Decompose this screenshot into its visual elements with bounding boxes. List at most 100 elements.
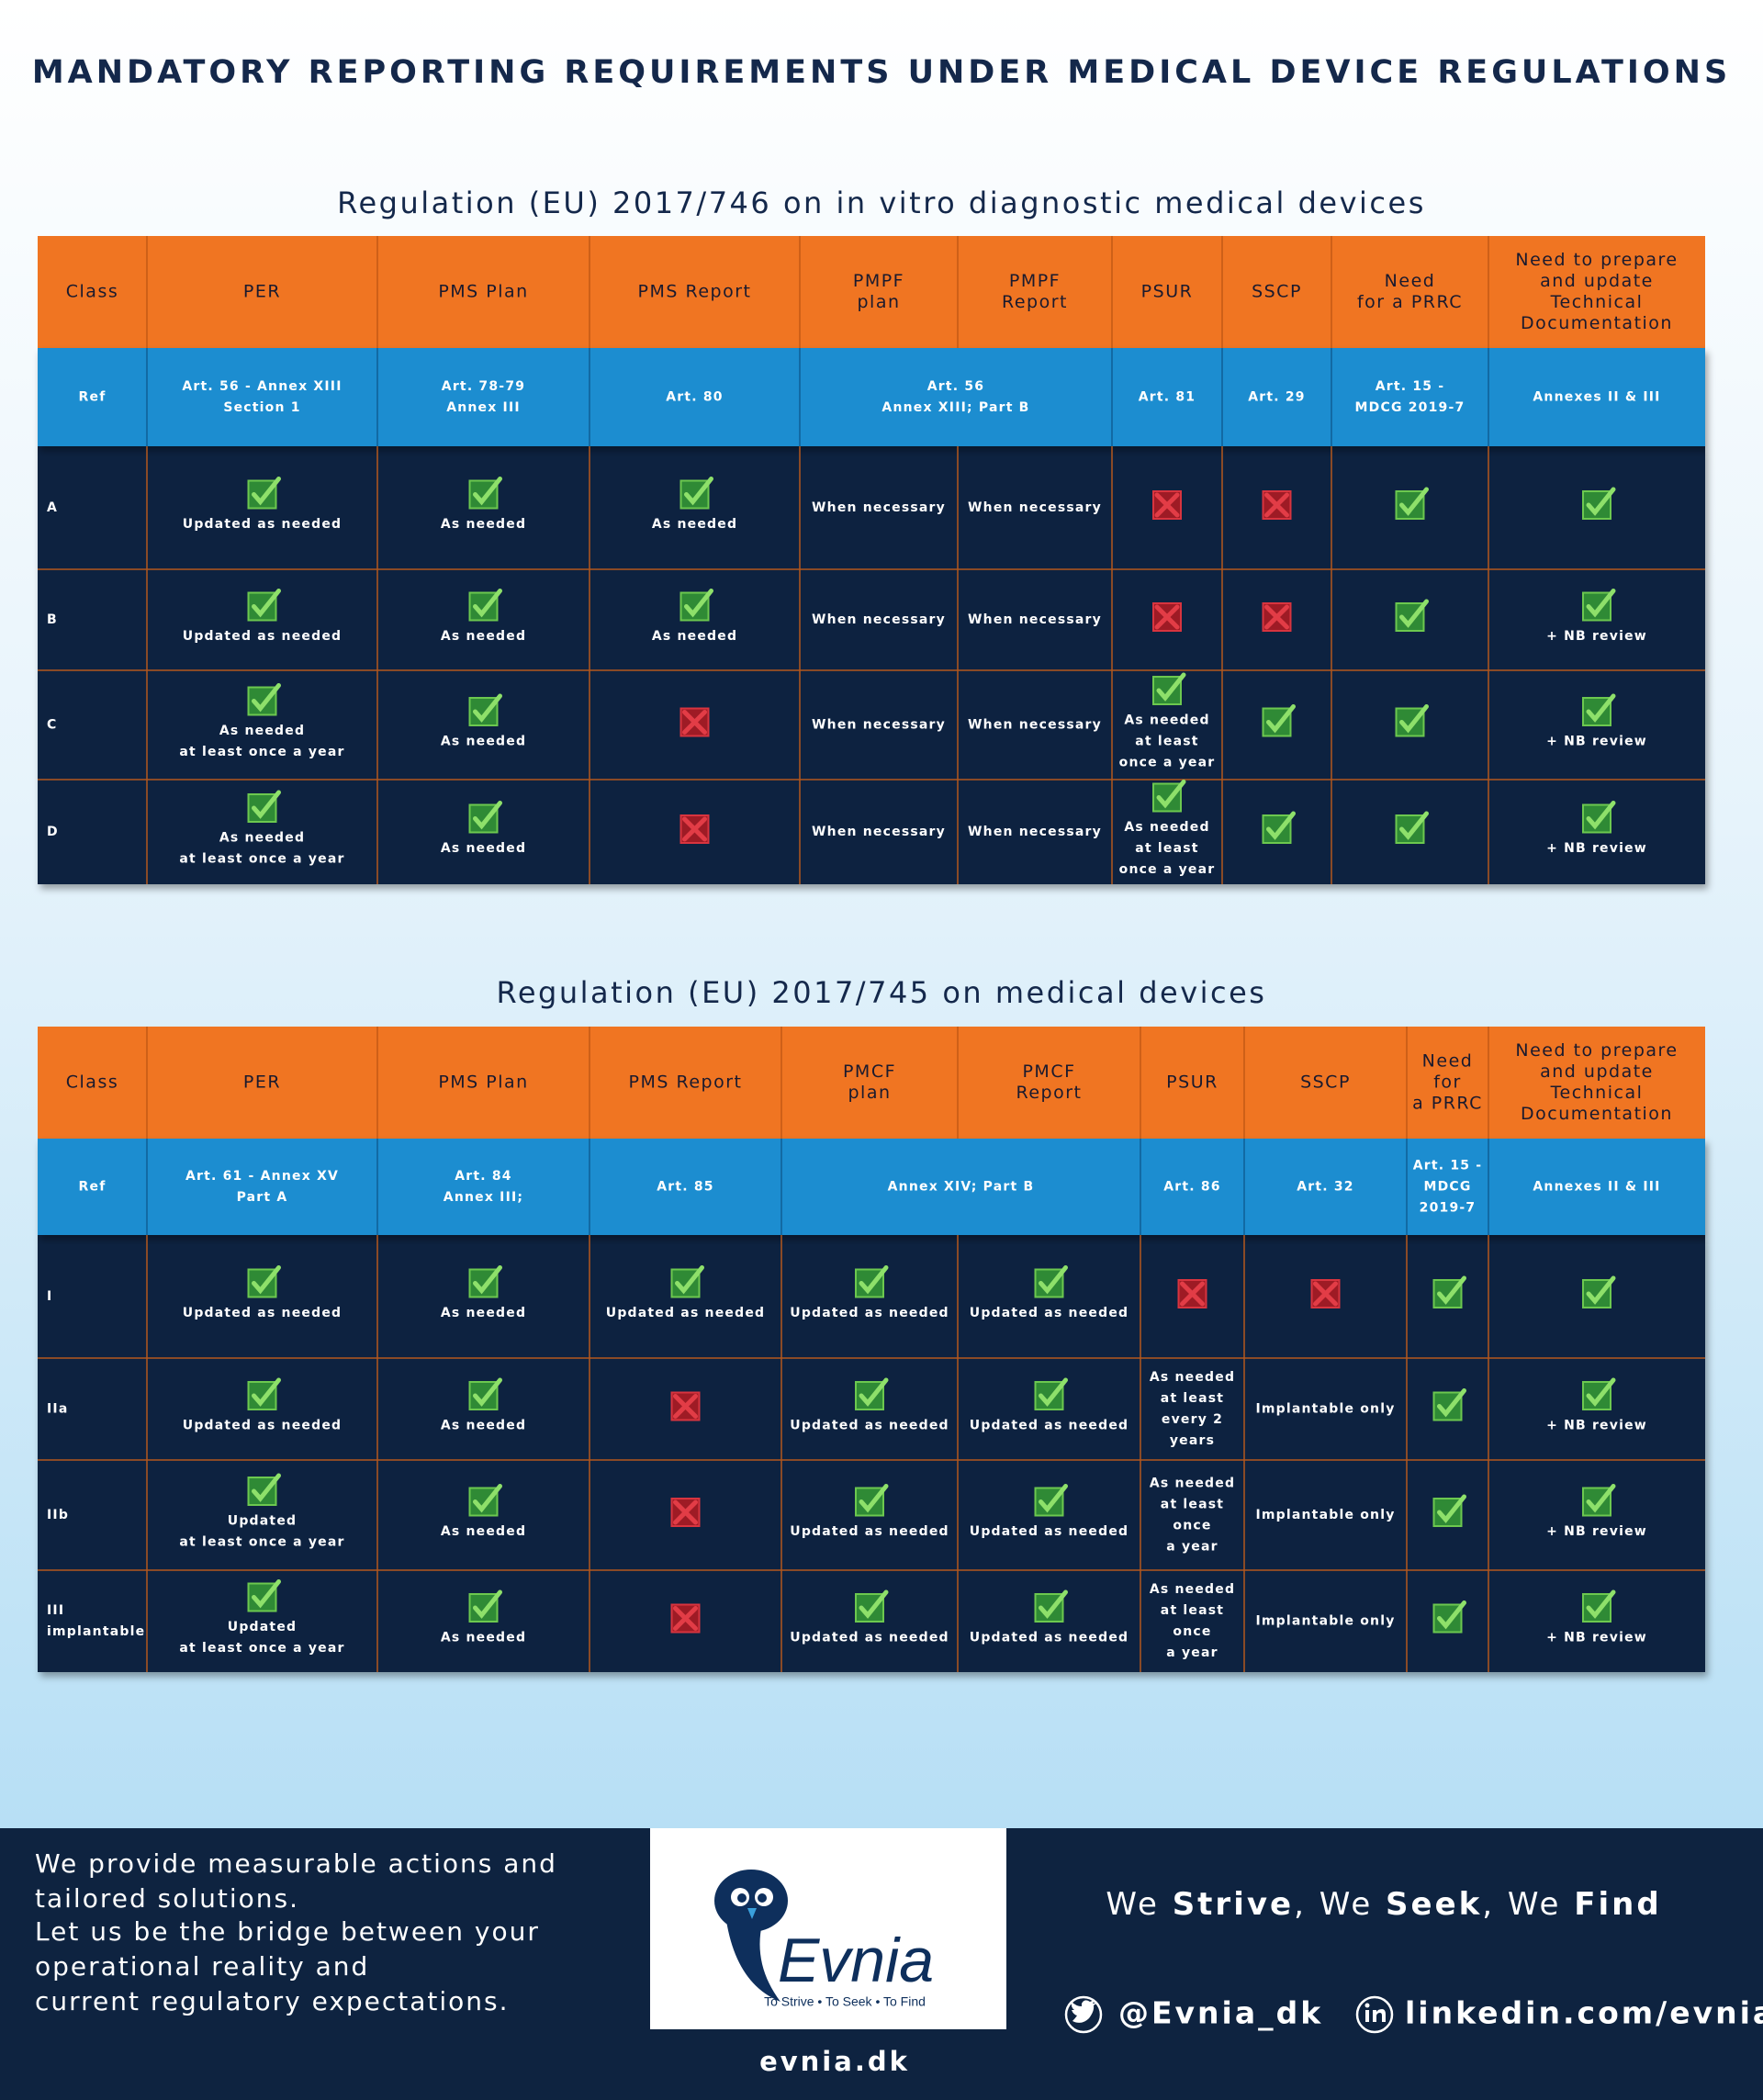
cross-mark	[1313, 1281, 1338, 1307]
check-mark	[1039, 1484, 1068, 1513]
ref-text: Annexes II & III	[1533, 390, 1660, 405]
ref-text: Art. 29	[1248, 390, 1306, 405]
pitch-line: current regulatory expectations.	[35, 1986, 510, 2016]
pitch-line: We provide measurable actions and	[35, 1848, 557, 1879]
cell-text: at least	[1161, 1603, 1224, 1618]
header-text: SSCP	[1300, 1072, 1351, 1093]
check-mark	[252, 477, 281, 506]
header-text: PMS Plan	[438, 1072, 528, 1093]
check-icon	[855, 1487, 884, 1517]
cell-text: As needed	[441, 841, 526, 856]
ref-text: Annexes II & III	[1533, 1180, 1660, 1195]
ref-text: Ref	[79, 1180, 107, 1195]
cell-text: As needed	[441, 517, 526, 532]
header-text: Class	[66, 1072, 119, 1093]
regulation-table: Regulation (EU) 2017/745 on medical devi…	[38, 975, 1705, 1672]
website: evnia.dk	[759, 2046, 910, 2077]
ref-text: Art. 86	[1163, 1180, 1221, 1195]
ref-text: Art. 80	[666, 390, 724, 405]
tagline-part: , We	[1294, 1886, 1386, 1923]
check-mark	[1039, 1265, 1068, 1295]
cell-text: a year	[1166, 1645, 1218, 1660]
cell-text: once	[1173, 1519, 1211, 1533]
check-mark	[1039, 1377, 1068, 1407]
ref-text: Annex XIII; Part B	[882, 400, 1029, 415]
ref-text: 2019-7	[1420, 1201, 1477, 1216]
ref-text: Art. 85	[657, 1180, 714, 1195]
header-text: Technical	[1550, 1083, 1644, 1103]
header-text: Report	[1016, 1083, 1083, 1103]
header-text: Need	[1385, 271, 1436, 291]
cell-text: + NB review	[1546, 735, 1647, 749]
cell-text: Updated as needed	[790, 1419, 949, 1433]
table-title: Regulation (EU) 2017/745 on medical devi…	[497, 975, 1267, 1010]
cell-text: As needed	[441, 735, 526, 749]
ref-text: Art. 84	[455, 1169, 512, 1184]
cell-text: When necessary	[968, 825, 1102, 839]
check-mark	[252, 1473, 281, 1502]
check-mark	[252, 1265, 281, 1295]
logo-motto: To Strive • To Seek • To Find	[764, 1994, 926, 2009]
ref-text: Annex III;	[444, 1190, 523, 1205]
cell-text: at least	[1161, 1498, 1224, 1512]
check-mark	[473, 1589, 502, 1619]
header-text: PER	[243, 1072, 281, 1093]
check-mark	[473, 693, 502, 723]
header-text: Technical	[1550, 292, 1644, 312]
check-mark	[859, 1484, 889, 1513]
ref-text: Art. 56 - Annex XIII	[182, 379, 342, 394]
header-text: PMPF	[1009, 271, 1061, 291]
pitch-line: tailored solutions.	[35, 1883, 299, 1914]
cross-mark	[673, 1394, 698, 1419]
cell-text: As needed	[652, 517, 737, 532]
ref-text: Art. 15 -	[1376, 379, 1445, 394]
check-mark	[473, 1484, 502, 1513]
cell-text: When necessary	[968, 612, 1102, 627]
header-text: and update	[1540, 271, 1654, 291]
cross-mark	[1180, 1281, 1205, 1307]
cell-text: When necessary	[812, 500, 946, 515]
check-mark	[1266, 704, 1296, 734]
header-text: for a PRRC	[1357, 292, 1463, 312]
check-mark	[1437, 1600, 1466, 1630]
cell-text: Updated as needed	[970, 1631, 1129, 1645]
check-mark	[1399, 487, 1429, 516]
tables: Regulation (EU) 2017/746 on in vitro dia…	[38, 185, 1705, 1672]
header-text: PSUR	[1166, 1072, 1218, 1093]
cell-text: at least once a year	[179, 852, 344, 867]
header-text: SSCP	[1252, 282, 1302, 302]
cell-text: As needed	[1124, 820, 1209, 835]
check-mark	[473, 1265, 502, 1295]
cell-text: once a year	[1119, 756, 1216, 770]
cell-text: + NB review	[1546, 1524, 1647, 1539]
header-text: plan	[848, 1083, 891, 1103]
cell-text: III	[47, 1603, 64, 1618]
check-mark	[859, 1265, 889, 1295]
ref-text: Art. 61 - Annex XV	[185, 1169, 339, 1184]
table-body	[38, 446, 1705, 884]
cell-text: once	[1173, 1624, 1211, 1639]
check-mark	[252, 683, 281, 713]
cell-text: Updated as needed	[970, 1419, 1129, 1433]
check-mark	[473, 801, 502, 830]
cell-text: As needed	[219, 724, 305, 738]
check-mark	[1399, 599, 1429, 628]
check-mark	[252, 1377, 281, 1407]
cell-text: As needed	[219, 831, 305, 846]
cell-text: Implantable only	[1255, 1402, 1395, 1417]
linkedin-url: linkedin.com/evnia	[1405, 1995, 1763, 2031]
cell-text: once a year	[1119, 862, 1216, 877]
cell-text: Updated	[228, 1514, 297, 1529]
cell-text: at least	[1161, 1391, 1224, 1406]
cell-text: Implantable only	[1255, 1614, 1395, 1629]
check-mark	[675, 1265, 704, 1295]
check-mark	[252, 790, 281, 819]
table-title: Regulation (EU) 2017/746 on in vitro dia…	[337, 185, 1426, 220]
check-mark	[1039, 1589, 1068, 1619]
check-mark	[1586, 1589, 1616, 1619]
cell-text: C	[47, 718, 57, 733]
cell-text: D	[47, 825, 59, 839]
header-text: Report	[1002, 292, 1068, 312]
ref-text: Annex III	[446, 400, 521, 415]
